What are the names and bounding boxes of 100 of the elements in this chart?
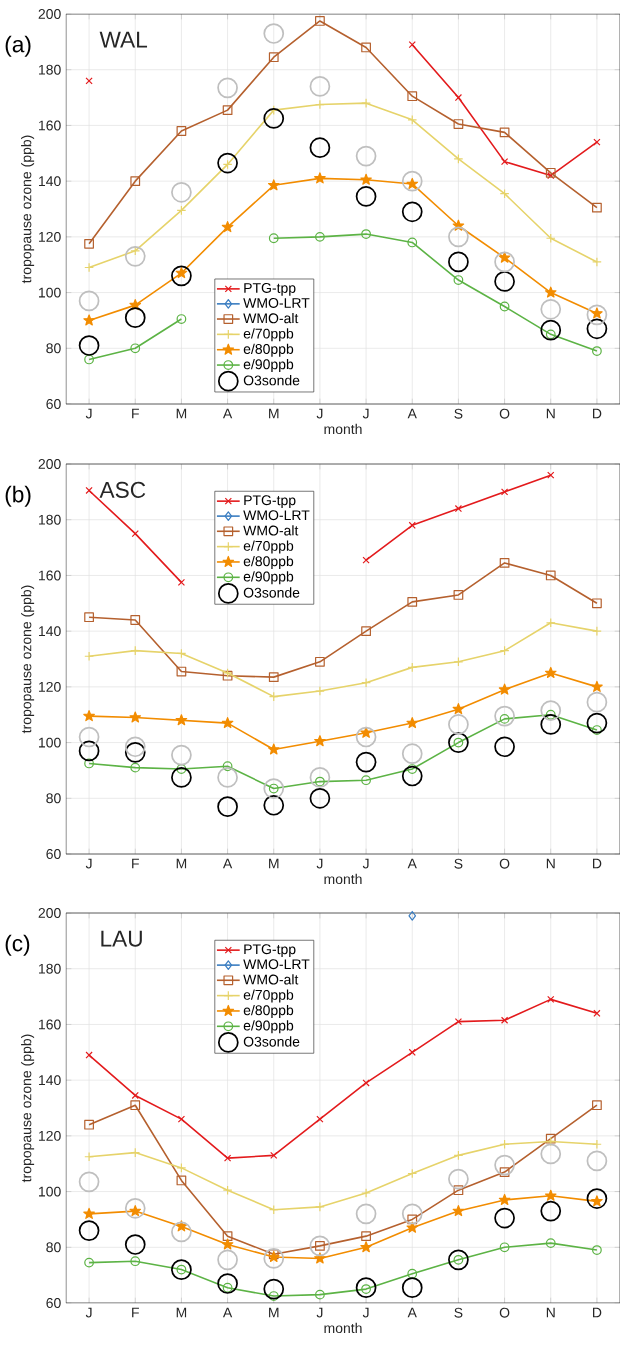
point [361,1231,371,1242]
y-tick-label: 80 [46,793,61,804]
point [84,1257,94,1268]
point [447,714,469,735]
point [453,275,464,285]
x-tick-label: N [546,408,555,419]
point [494,1207,515,1229]
point [591,1245,602,1255]
point [546,995,555,1004]
point [175,714,188,726]
point [494,736,515,758]
point [78,1220,100,1241]
point [540,298,561,320]
point [355,1277,377,1299]
x-tick-label: S [454,858,463,869]
point [546,471,555,479]
y-tick-label: 200 [38,908,61,918]
point [545,1238,556,1249]
legend-label: e/80ppb [243,343,293,357]
point [217,796,238,818]
point [314,656,325,667]
point [498,683,511,695]
point [499,301,510,312]
point [586,712,608,734]
point [586,1150,608,1172]
point [453,119,464,129]
point [590,680,603,692]
point [176,126,187,136]
y-tick-label: 100 [38,287,61,298]
point [313,735,326,747]
point [360,1241,372,1253]
point [217,1249,238,1271]
point [176,314,187,324]
point [267,743,280,755]
point [268,1291,279,1301]
point [494,271,515,292]
x-tick-label: M [268,1307,279,1318]
x-tick-label: M [268,858,279,869]
point [406,1221,418,1233]
point [540,714,561,735]
y-tick-label: 80 [46,343,61,354]
point [494,251,515,273]
point [540,700,561,721]
x-tick-label: O [499,858,510,869]
point [217,767,238,788]
point [586,691,608,713]
legend-label: PTG-tpp [244,283,296,296]
x-tick-label: J [362,1307,369,1318]
point [170,265,192,287]
point [313,1252,326,1264]
y-tick-label: 180 [38,64,61,75]
x-tick-label: A [222,858,233,869]
y-tick-label: 180 [38,514,61,525]
point [498,1193,511,1205]
point [78,726,100,748]
point [124,1234,146,1255]
legend-label: WMO-alt [243,974,299,985]
point [361,677,371,688]
legend-label: e/80ppb [243,1004,293,1018]
point [401,201,423,223]
point [499,558,510,568]
point [268,672,279,683]
y-tick-label: 120 [38,681,61,692]
point [83,710,95,722]
point [84,238,94,249]
point [176,1163,187,1173]
point [313,172,326,184]
x-tick-label: J [362,408,369,419]
point [453,1185,464,1196]
x-tick-label: O [499,1307,510,1318]
point [314,16,325,26]
point [408,910,416,921]
point [83,314,95,326]
x-tick-label: M [268,408,279,419]
point [401,1277,423,1299]
point [314,686,325,696]
x-tick-label: J [85,1307,92,1318]
point [221,221,234,233]
point [309,1235,331,1257]
text: ASC [99,481,146,498]
point [452,1204,465,1217]
point [221,716,234,729]
point [85,486,93,495]
y-tick-label: 160 [38,1019,61,1030]
y-tick-label: 120 [38,231,61,242]
y-tick-label: 140 [38,176,61,187]
point [78,290,100,312]
point [447,226,469,248]
point [361,98,371,109]
point [361,42,371,53]
point [170,1221,192,1243]
point [129,711,141,723]
point [591,257,602,267]
point [170,744,192,766]
y-tick-label: 160 [38,570,61,581]
point [84,1151,94,1162]
x-tick-label: J [85,408,92,419]
point [124,246,146,267]
point [268,52,279,63]
x-axis-title: month [324,423,362,435]
